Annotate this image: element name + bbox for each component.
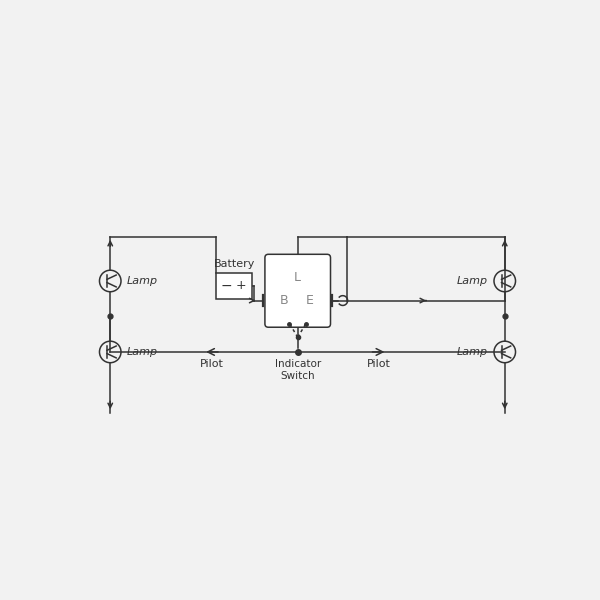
Text: Lamp: Lamp — [457, 276, 488, 286]
Text: L: L — [294, 271, 301, 284]
Text: Lamp: Lamp — [127, 276, 158, 286]
Text: −: − — [221, 279, 232, 293]
FancyBboxPatch shape — [217, 273, 252, 299]
Text: B: B — [280, 294, 289, 307]
Text: Pilot: Pilot — [367, 359, 391, 369]
FancyBboxPatch shape — [265, 254, 331, 327]
Text: E: E — [306, 294, 314, 307]
Text: Battery: Battery — [214, 259, 255, 269]
Text: Indicator
Switch: Indicator Switch — [275, 359, 321, 381]
Text: +: + — [236, 279, 247, 292]
Text: Lamp: Lamp — [127, 347, 158, 357]
Text: Pilot: Pilot — [200, 359, 224, 369]
Text: Lamp: Lamp — [457, 347, 488, 357]
